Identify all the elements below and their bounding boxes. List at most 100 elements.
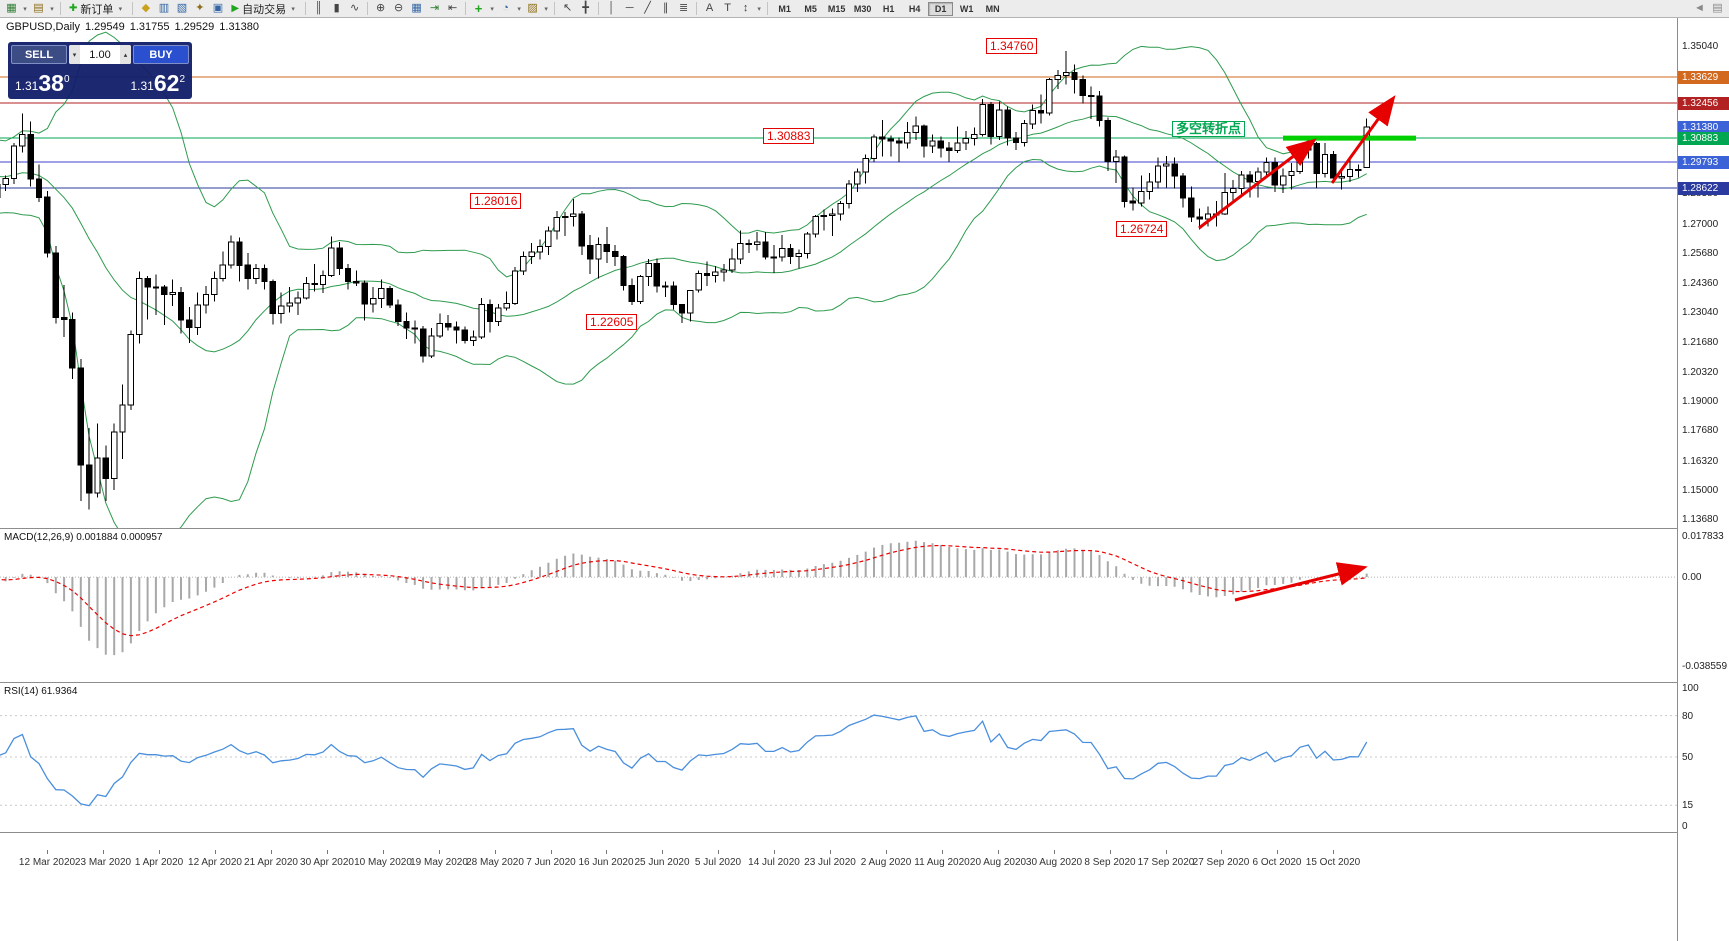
- candle: [294, 297, 302, 304]
- trend-arrow[interactable]: [1198, 138, 1317, 230]
- templates-icon[interactable]: ▨: [527, 2, 538, 14]
- time-axis[interactable]: 12 Mar 2020 23 Mar 2020 1 Apr 2020 12 Apr 2…: [0, 850, 1677, 876]
- timeframe-d1[interactable]: D1: [928, 1, 954, 16]
- price-badge: 1.31380: [1678, 121, 1729, 134]
- profiles-icon[interactable]: ▤: [33, 2, 44, 14]
- data-window-icon[interactable]: ▧: [176, 2, 188, 14]
- timeframe-m15[interactable]: M15: [827, 3, 846, 14]
- candle: [545, 230, 552, 248]
- trendline-icon[interactable]: ╱: [644, 2, 651, 14]
- indicators-icon[interactable]: +: [474, 1, 483, 16]
- terminal-icon[interactable]: ▣: [212, 2, 224, 14]
- channel-icon[interactable]: ∥: [662, 2, 669, 14]
- new-chart-icon[interactable]: ▦: [6, 2, 17, 14]
- candlestick-icon[interactable]: ▮: [333, 2, 340, 14]
- candle: [804, 233, 811, 254]
- arrows-caret[interactable]: ▾: [757, 5, 761, 13]
- tile-windows-icon[interactable]: ▦: [411, 2, 422, 14]
- bollinger-lower-band[interactable]: [0, 158, 1367, 529]
- panel-separator[interactable]: [0, 528, 1729, 529]
- trend-arrow[interactable]: [1330, 95, 1396, 184]
- time-axis-label: 10 May 2020: [354, 857, 412, 868]
- crosshair-icon[interactable]: ╋: [582, 2, 589, 14]
- sell-button[interactable]: SELL: [11, 45, 67, 64]
- main-chart-canvas[interactable]: [0, 18, 1677, 528]
- autotrading-button[interactable]: ▶ 自动交易 ▾: [227, 1, 301, 16]
- autotrading-button-caret: ▾: [291, 5, 295, 13]
- timeframe-mn[interactable]: MN: [985, 3, 1000, 14]
- sound-alert-icon[interactable]: ◄: [1694, 2, 1705, 14]
- rsi-canvas[interactable]: [0, 682, 1677, 832]
- chart-shift-icon[interactable]: ⇤: [447, 2, 458, 14]
- price-level-annotation[interactable]: 1.30883: [763, 128, 815, 144]
- time-axis-tick: [1221, 850, 1222, 854]
- candle: [161, 286, 168, 296]
- macd-canvas[interactable]: [0, 528, 1677, 682]
- price-level-annotation[interactable]: 1.34760: [986, 38, 1038, 54]
- line-chart-icon[interactable]: ∿: [349, 2, 360, 14]
- new-order-button[interactable]: ✚ 新订单 ▾: [65, 1, 128, 16]
- horizontal-line-icon[interactable]: ─: [625, 2, 634, 14]
- close-value: 1.31380: [219, 21, 260, 33]
- price-scale-label: 1.15000: [1682, 485, 1719, 496]
- candle: [1263, 162, 1270, 173]
- candle: [595, 243, 602, 260]
- buy-button[interactable]: BUY: [133, 45, 189, 64]
- text-label-icon[interactable]: T: [724, 2, 731, 14]
- toolbar-separator: [132, 2, 134, 15]
- macd-trend-arrow[interactable]: [1234, 562, 1368, 602]
- bollinger-upper-band[interactable]: [0, 31, 1367, 278]
- turning-point-label[interactable]: 多空转折点: [1172, 121, 1246, 137]
- zoom-out-icon[interactable]: ⊖: [393, 2, 404, 14]
- price-level-annotation[interactable]: 1.28016: [470, 193, 522, 209]
- candle: [1238, 174, 1245, 189]
- candle: [528, 251, 535, 258]
- timeframe-m30[interactable]: M30: [853, 3, 872, 14]
- auto-scroll-icon[interactable]: ⇥: [429, 2, 440, 14]
- price-axis[interactable]: 1.350401.336801.323601.310401.297201.283…: [1677, 18, 1729, 941]
- fibonacci-icon[interactable]: ≣: [678, 2, 689, 14]
- chart-window[interactable]: GBPUSD,Daily 1.29549 1.31755 1.29529 1.31380…: [0, 18, 1677, 941]
- timeframe-m5[interactable]: M5: [804, 3, 817, 14]
- volume-up-button[interactable]: ▴: [120, 45, 131, 64]
- price-scale-label: 1.21680: [1682, 337, 1719, 348]
- candle: [19, 133, 26, 147]
- candle: [69, 319, 76, 369]
- periods-caret[interactable]: ▾: [517, 5, 521, 13]
- navigator-icon[interactable]: ✦: [195, 2, 205, 14]
- bar-chart-icon[interactable]: ║: [314, 2, 323, 14]
- toolbar-separator: [767, 2, 769, 15]
- volume-stepper[interactable]: ▾ 1.00 ▴: [69, 45, 131, 64]
- timeframe-h4[interactable]: H4: [908, 3, 921, 14]
- arrows-icon[interactable]: ↕: [742, 2, 749, 14]
- candle: [954, 142, 961, 151]
- candle: [361, 282, 368, 305]
- price-level-annotation[interactable]: 1.22605: [586, 314, 638, 330]
- metaeditor-icon[interactable]: ◆: [141, 2, 151, 14]
- timeframe-h1[interactable]: H1: [882, 3, 895, 14]
- new-chart-caret[interactable]: ▾: [23, 5, 27, 13]
- timeframe-m1[interactable]: M1: [778, 3, 791, 14]
- window-list-icon[interactable]: ▤: [1712, 2, 1723, 14]
- price-level-annotation[interactable]: 1.26724: [1116, 221, 1168, 237]
- candle: [445, 323, 452, 328]
- volume-value[interactable]: 1.00: [89, 48, 111, 61]
- time-axis-label: 27 Sep 2020: [1192, 857, 1250, 868]
- candle: [687, 289, 694, 314]
- candle: [511, 270, 519, 304]
- candle: [1346, 169, 1354, 178]
- volume-down-button[interactable]: ▾: [69, 45, 80, 64]
- timeframe-w1[interactable]: W1: [959, 3, 974, 14]
- cursor-icon[interactable]: ↖: [562, 2, 573, 14]
- vertical-line-icon[interactable]: │: [608, 2, 616, 14]
- time-axis-label: 23 Mar 2020: [74, 857, 132, 868]
- profiles-caret[interactable]: ▾: [50, 5, 54, 13]
- templates-caret[interactable]: ▾: [544, 5, 548, 13]
- indicators-caret[interactable]: ▾: [490, 5, 494, 13]
- text-icon[interactable]: A: [705, 2, 714, 14]
- panel-separator[interactable]: [0, 682, 1729, 683]
- market-watch-icon[interactable]: ▥: [158, 2, 170, 14]
- zoom-in-icon[interactable]: ⊕: [375, 2, 386, 14]
- panel-separator[interactable]: [0, 832, 1729, 833]
- periods-icon[interactable]: ◔: [502, 2, 509, 14]
